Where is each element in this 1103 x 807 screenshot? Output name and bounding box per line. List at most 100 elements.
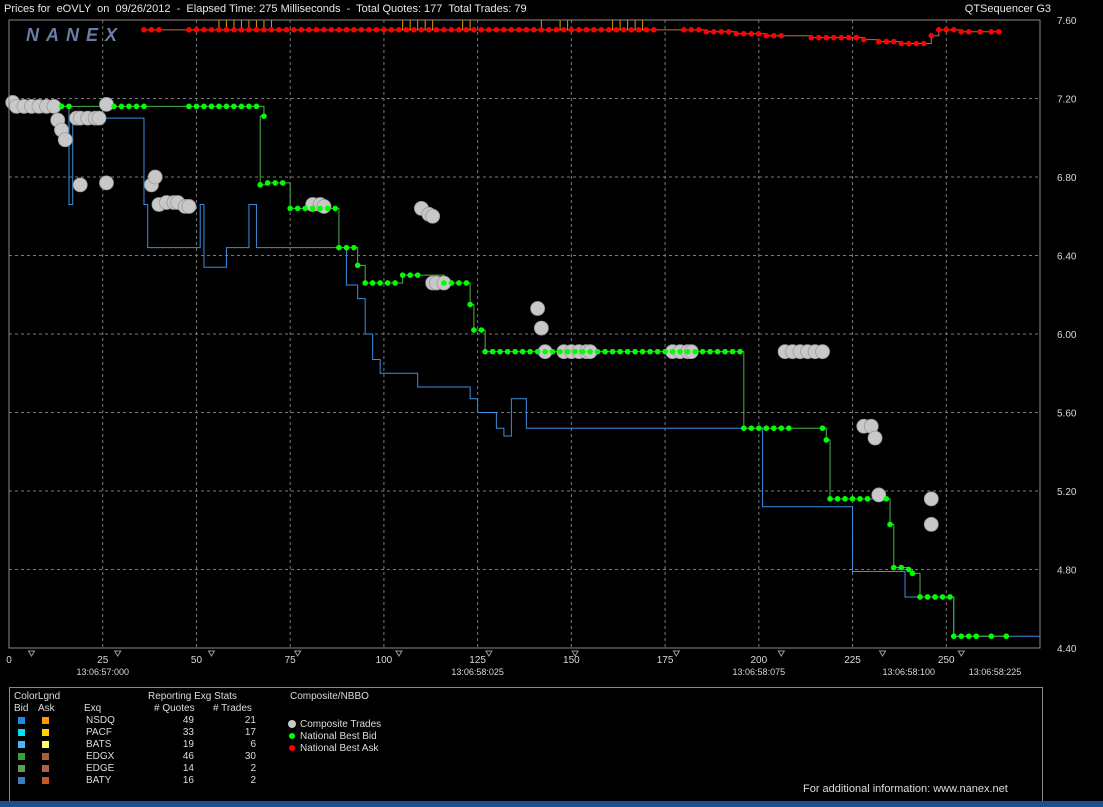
x-tick-label: 200: [750, 655, 767, 666]
nba-point: [216, 27, 222, 33]
bid-swatch: [18, 753, 25, 760]
nbb-point: [692, 348, 698, 355]
y-tick-label: 7.20: [1057, 95, 1077, 106]
nba-point: [853, 34, 860, 41]
axis-marker: [957, 650, 966, 657]
nba-point: [958, 28, 965, 35]
nba-point: [328, 27, 335, 33]
nba-point: [568, 27, 575, 33]
trade-point: [683, 344, 699, 360]
nba-point: [381, 27, 387, 33]
nbb-point: [317, 205, 323, 212]
nba-point: [223, 27, 230, 33]
nbb-point: [186, 103, 192, 110]
nbb-point: [467, 301, 473, 308]
nbb-point: [287, 205, 293, 212]
nbb-point: [602, 348, 608, 355]
nbb-point: [741, 425, 747, 432]
ask-swatch: [42, 741, 49, 748]
nbb-point: [471, 327, 477, 333]
nba-point: [186, 27, 192, 33]
nbb-point: [264, 180, 271, 186]
nba-point: [651, 27, 657, 33]
nba-point: [771, 32, 777, 39]
y-tick-label: 6.40: [1057, 252, 1077, 263]
nba-point: [246, 27, 252, 33]
nbb-point: [564, 348, 571, 355]
ask-swatch: [42, 729, 49, 736]
nba-point: [546, 27, 552, 33]
nbb-point: [519, 348, 526, 355]
exchange-name: EDGE: [86, 763, 115, 774]
nba-point: [418, 27, 425, 33]
nba-point: [636, 27, 642, 33]
nbb-point: [654, 348, 661, 355]
chart-title: Prices for eOVLY on 09/26/2012 - Elapsed…: [4, 3, 527, 15]
axis-marker: [485, 650, 493, 657]
nba-point: [231, 27, 237, 33]
nba-point: [583, 27, 590, 33]
nbb-point: [587, 348, 593, 355]
nba-point: [808, 34, 815, 41]
nbb-point: [377, 280, 383, 286]
axis-marker: [878, 650, 887, 657]
axis-marker: [571, 650, 579, 657]
nbb-point: [632, 348, 638, 355]
nba-point: [373, 27, 380, 33]
nba-point: [268, 27, 275, 33]
nbb-point: [118, 103, 125, 110]
trade-point: [923, 491, 939, 507]
nbb-point: [748, 425, 755, 432]
y-tick-label: 5.20: [1057, 487, 1077, 498]
nba-point: [396, 27, 402, 33]
nbb-point: [111, 103, 117, 110]
nbb-point: [201, 103, 207, 110]
nbb-point: [456, 280, 462, 286]
bid-swatch: [18, 765, 25, 772]
exchange-row: PACF 33 17: [10, 727, 270, 738]
composite-marker: [288, 720, 296, 728]
nba-point: [493, 27, 500, 33]
bid-step-path: [9, 105, 1040, 637]
nba-point: [977, 28, 983, 35]
nba-point: [501, 27, 507, 33]
nbb-point: [729, 348, 736, 355]
nbb-point: [294, 205, 301, 212]
nba-point: [628, 27, 635, 33]
exchange-name: EDGX: [86, 751, 115, 762]
nba-point: [688, 27, 695, 33]
nba-point: [995, 28, 1002, 35]
x-tick-label: 150: [563, 655, 580, 666]
y-tick-label: 6.00: [1057, 330, 1077, 341]
nba-point: [591, 27, 597, 33]
x-tick-label: 175: [657, 655, 674, 666]
nbb-point: [669, 348, 676, 355]
nbb-point: [246, 103, 252, 110]
nbb-point: [343, 244, 350, 251]
trade-point: [99, 175, 114, 191]
nba-point: [733, 30, 740, 37]
nbb-point: [549, 348, 556, 355]
nba-point: [193, 27, 200, 33]
nba-point: [576, 27, 582, 33]
nbb-point: [722, 348, 728, 355]
price-chart: 0 25 50 75 100 125 150 175 200 225 250 4.40 4.80 5.20…: [5, 16, 1077, 677]
trade-point: [57, 132, 73, 148]
stats-title: Reporting Exg Stats: [148, 691, 237, 702]
trade-count: 2: [250, 775, 256, 786]
nbb-point: [684, 348, 691, 355]
plot-frame: [8, 19, 1041, 649]
bid-swatch: [18, 729, 25, 736]
nba-point: [816, 34, 822, 41]
nba-point: [508, 27, 515, 33]
nbb-point: [849, 496, 856, 502]
nba-point: [426, 27, 432, 33]
nba-point: [763, 32, 770, 39]
nba-point: [276, 27, 282, 33]
composite-title: Composite/NBBO: [290, 691, 369, 702]
nbb-point: [216, 103, 222, 110]
nbb-point: [887, 521, 893, 528]
nbb-point: [399, 272, 406, 278]
nbb-point: [231, 103, 237, 110]
ask-header: Ask: [38, 703, 55, 714]
